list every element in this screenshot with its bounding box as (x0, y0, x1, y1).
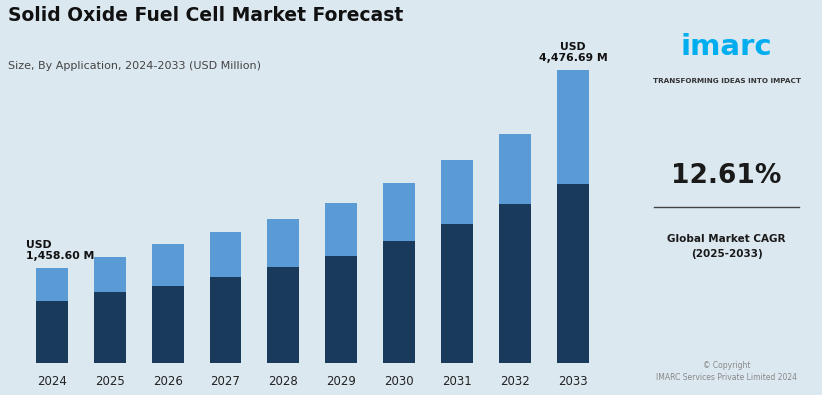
Text: imarc: imarc (681, 34, 773, 61)
Bar (152, 244, 183, 286)
Bar (383, 183, 415, 241)
Text: USD
1,458.60 M: USD 1,458.60 M (25, 240, 94, 261)
Bar (267, 219, 299, 267)
Bar (557, 184, 589, 363)
Text: Global Market CAGR
(2025-2033): Global Market CAGR (2025-2033) (667, 235, 786, 259)
Bar (383, 241, 415, 363)
Text: Solid Oxide Fuel Cell Market Forecast: Solid Oxide Fuel Cell Market Forecast (8, 6, 404, 25)
Bar (326, 256, 358, 363)
Bar (499, 134, 531, 204)
Bar (94, 292, 126, 363)
Bar (441, 224, 473, 363)
Bar (441, 160, 473, 224)
Bar (36, 301, 67, 363)
Text: TRANSFORMING IDEAS INTO IMPACT: TRANSFORMING IDEAS INTO IMPACT (653, 78, 801, 84)
Text: Size, By Application, 2024-2033 (USD Million): Size, By Application, 2024-2033 (USD Mil… (8, 61, 261, 71)
Text: USD
4,476.69 M: USD 4,476.69 M (538, 41, 607, 63)
Bar (210, 232, 242, 277)
Bar (36, 268, 67, 301)
Bar (557, 70, 589, 184)
Text: 12.61%: 12.61% (672, 163, 782, 189)
Bar (326, 203, 358, 256)
Bar (499, 204, 531, 363)
Bar (152, 286, 183, 363)
Text: © Copyright
IMARC Services Private Limited 2024: © Copyright IMARC Services Private Limit… (656, 361, 797, 382)
Bar (267, 267, 299, 363)
Bar (210, 277, 242, 363)
Bar (94, 257, 126, 292)
